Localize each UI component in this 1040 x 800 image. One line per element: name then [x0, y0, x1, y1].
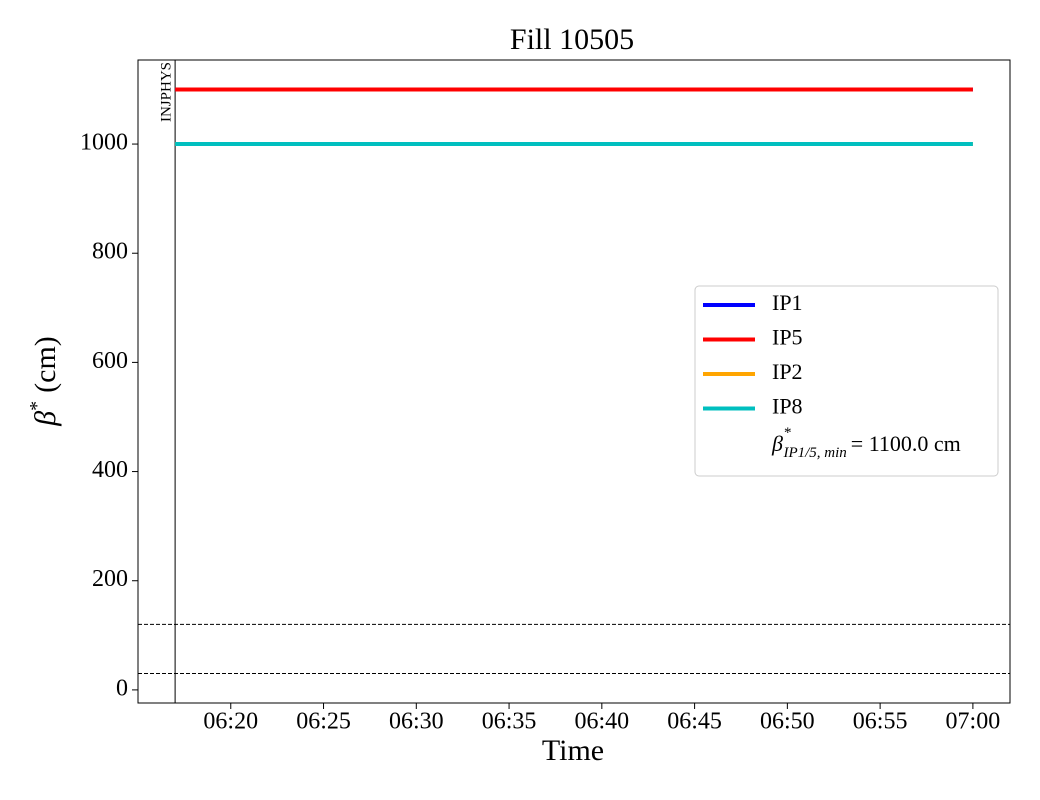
y-tick-label: 600 — [92, 348, 128, 374]
note-symbol: β — [771, 431, 783, 456]
x-tick-label: 07:00 — [946, 709, 1001, 735]
y-label-unit: (cm) — [29, 336, 62, 393]
legend-note: β* IP1/5, min = 1100.0 cm — [771, 425, 961, 461]
y-label-symbol: β — [29, 411, 62, 427]
x-tick-label: 06:40 — [574, 709, 629, 735]
note-sup: * — [784, 425, 792, 441]
y-tick-label: 1000 — [80, 130, 128, 156]
legend-label: IP5 — [772, 325, 803, 350]
y-tick-label: 800 — [92, 239, 128, 265]
y-tick-label: 0 — [116, 675, 128, 701]
x-tick-label: 06:35 — [482, 709, 537, 735]
x-tick-label: 06:55 — [853, 709, 908, 735]
note-sub: IP1/5, min — [782, 445, 846, 461]
legend-label: IP1 — [772, 290, 803, 315]
y-label-sup: * — [26, 401, 48, 411]
x-tick-label: 06:20 — [203, 709, 258, 735]
event-label: INJPHYS — [159, 62, 175, 122]
legend-box — [694, 285, 999, 477]
y-axis-label: β* (cm) — [26, 336, 62, 427]
y-tick-label: 200 — [92, 566, 128, 592]
note-text: = 1100.0 cm — [851, 431, 961, 456]
legend-label: IP2 — [772, 359, 803, 384]
y-tick-label: 400 — [92, 457, 128, 483]
legend-label: IP8 — [772, 394, 803, 419]
chart-title: Fill 10505 — [510, 23, 634, 56]
plot-frame — [137, 59, 1011, 704]
x-axis-label: Time — [542, 734, 604, 767]
x-tick-label: 06:25 — [296, 709, 351, 735]
x-tick-label: 06:50 — [760, 709, 815, 735]
x-tick-label: 06:45 — [667, 709, 722, 735]
x-tick-label: 06:30 — [389, 709, 444, 735]
